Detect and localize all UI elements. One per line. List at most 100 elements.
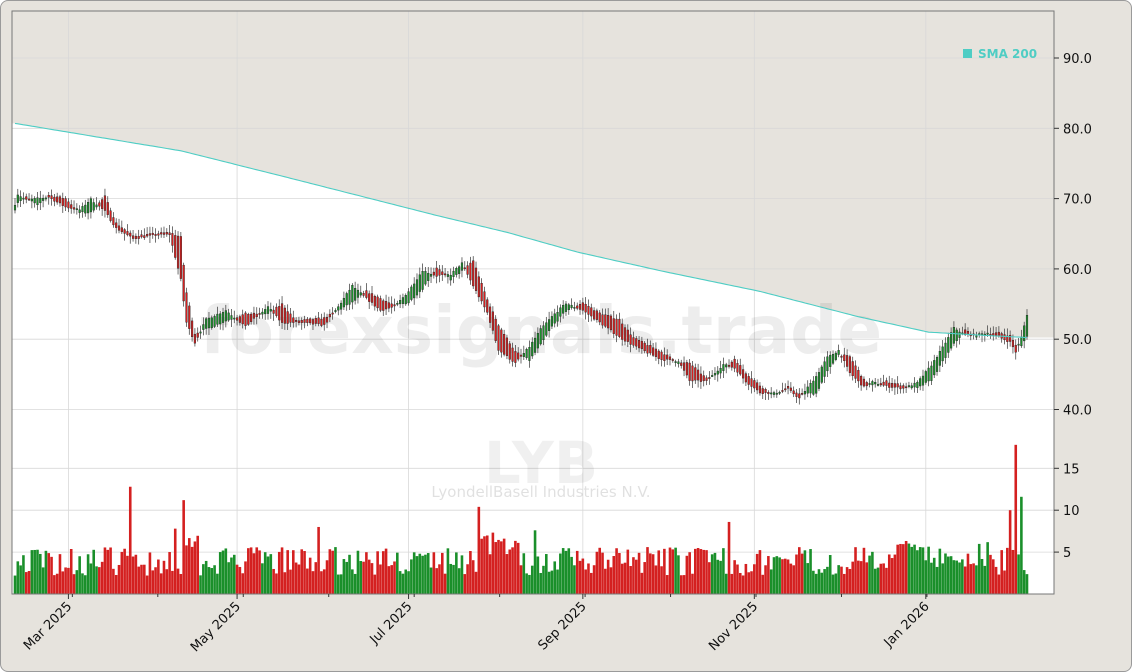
volume-bar <box>890 558 894 594</box>
volume-bar <box>578 560 582 594</box>
volume-bar <box>634 559 638 594</box>
volume-bar <box>474 571 478 594</box>
volume-bar <box>814 573 818 594</box>
candle <box>795 388 798 404</box>
candle <box>390 296 393 314</box>
date-tick-label: Sep 2025 <box>535 599 589 653</box>
candle <box>33 196 36 208</box>
volume-bar <box>840 566 843 594</box>
candle <box>30 194 33 209</box>
volume-bar <box>98 567 101 594</box>
candle <box>637 336 641 353</box>
volume-bar <box>786 559 790 594</box>
candle <box>19 190 22 207</box>
volume-bar <box>396 552 399 594</box>
candle <box>584 297 587 320</box>
volume-bar <box>466 564 469 594</box>
candle <box>244 311 247 330</box>
legend: SMA 200 <box>963 47 1037 61</box>
candle <box>862 376 866 388</box>
candle <box>1014 339 1017 360</box>
volume-bar <box>128 486 132 594</box>
candle <box>424 267 427 286</box>
candle <box>896 376 899 395</box>
date-tick-label: Jul 2025 <box>367 599 416 648</box>
volume-bar <box>483 536 486 594</box>
volume-bar <box>64 567 67 594</box>
candle <box>871 379 874 392</box>
volume-bar <box>1006 547 1009 594</box>
candle <box>803 383 806 400</box>
volume-bar <box>539 572 542 594</box>
volume-bar <box>761 574 765 594</box>
volume-bar <box>412 552 416 594</box>
candle <box>154 228 157 243</box>
candle <box>548 311 551 338</box>
volume-bar <box>143 564 146 594</box>
candle <box>61 192 64 213</box>
candle <box>278 299 281 326</box>
volume-bar <box>918 547 922 594</box>
candle <box>736 359 739 377</box>
candle <box>224 304 227 328</box>
candle <box>938 345 941 373</box>
volume-bar <box>289 569 292 594</box>
candle <box>823 356 826 383</box>
volume-bar <box>345 561 349 594</box>
volume-bar <box>727 521 731 594</box>
candle <box>179 231 182 282</box>
volume-bar <box>738 572 742 594</box>
volume-bar <box>986 542 989 594</box>
volume-bar <box>508 549 512 594</box>
candle <box>986 325 989 337</box>
volume-bar <box>55 573 59 594</box>
volume-bar <box>755 553 759 594</box>
candle <box>691 360 694 388</box>
volume-bar <box>393 561 396 594</box>
volume-bar <box>463 574 467 594</box>
candle <box>514 345 517 368</box>
volume-bar <box>381 551 385 594</box>
volume-bar <box>53 575 56 594</box>
volume-bar <box>69 549 73 594</box>
volume-bar <box>907 543 911 594</box>
candle <box>744 371 747 387</box>
volume-bar <box>367 559 371 594</box>
volume-bar <box>649 553 652 594</box>
candle <box>851 356 854 381</box>
volume-bar <box>480 538 483 594</box>
candle <box>210 315 213 330</box>
volume-bar <box>845 567 849 594</box>
candle <box>64 196 67 211</box>
volume-bar <box>435 568 438 594</box>
volume-tick-label: 15 <box>1063 462 1080 477</box>
candle <box>503 329 506 357</box>
candle <box>764 387 767 400</box>
volume-bar <box>592 565 596 594</box>
volume-bar <box>269 554 273 594</box>
volume-bar <box>575 550 579 594</box>
volume-bar <box>154 567 157 594</box>
candle <box>668 353 672 366</box>
volume-bar <box>573 565 576 594</box>
candle <box>632 331 635 348</box>
volume-bar <box>896 544 899 594</box>
candle <box>646 338 649 357</box>
candle <box>1006 328 1009 349</box>
volume-bar <box>828 555 832 594</box>
volume-bar <box>778 557 781 594</box>
candle <box>778 390 781 396</box>
candle <box>916 380 919 394</box>
candle <box>334 308 337 314</box>
volume-bar <box>930 562 933 594</box>
candle <box>812 376 815 396</box>
volume-bar <box>946 556 950 594</box>
volume-bar <box>123 548 126 594</box>
candle <box>550 311 553 329</box>
candle <box>879 377 882 387</box>
candle <box>829 351 832 374</box>
volume-bar <box>252 553 256 594</box>
candle <box>365 283 368 300</box>
candle <box>292 310 295 328</box>
candle <box>809 379 812 398</box>
